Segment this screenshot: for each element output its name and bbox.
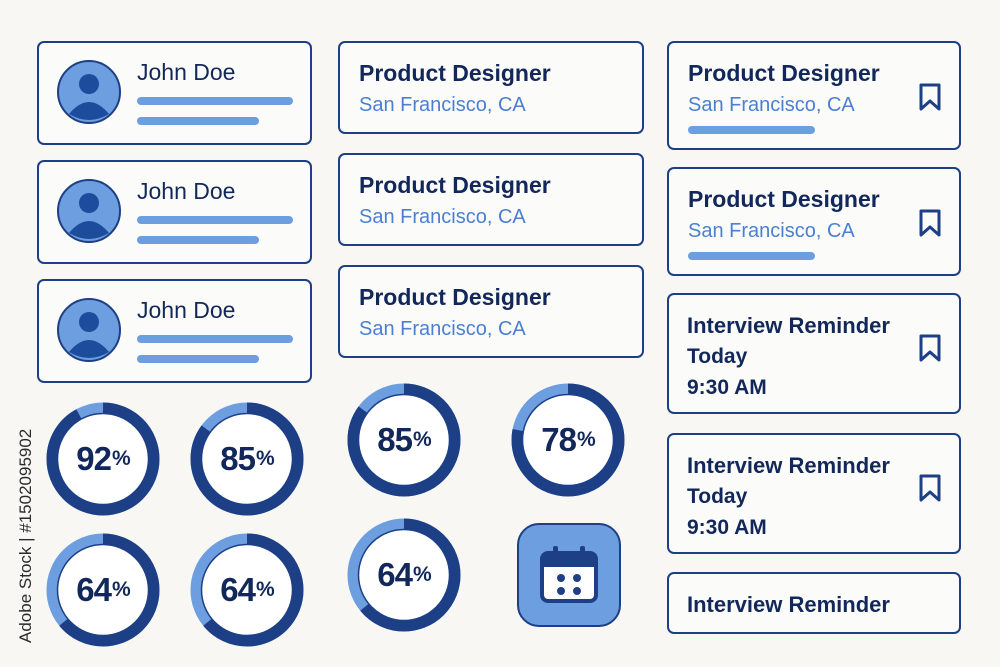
job-title: Product Designer: [359, 284, 551, 310]
placeholder-line: [137, 335, 293, 343]
progress-ring-3: 85%: [345, 381, 463, 499]
job-location: San Francisco, CA: [359, 94, 526, 116]
job-location: San Francisco, CA: [688, 94, 855, 116]
stock-watermark: Adobe Stock | #1502095902: [16, 429, 35, 643]
reminder-title: Interview Reminder: [687, 313, 890, 338]
progress-unit: %: [256, 447, 275, 470]
profile-name: John Doe: [137, 59, 236, 85]
reminder-time: 9:30 AM: [687, 516, 767, 539]
progress-inner-outline: [357, 393, 451, 487]
progress-ring-graphic: [190, 402, 304, 516]
user-avatar-icon: [57, 298, 121, 362]
placeholder-line: [688, 126, 815, 134]
progress-ring-graphic: [511, 383, 625, 497]
placeholder-line: [137, 97, 293, 105]
progress-fill: [347, 383, 461, 497]
progress-inner-outline: [200, 412, 294, 506]
progress-ring-5: 64%: [44, 531, 162, 649]
progress-value: 85: [220, 440, 256, 477]
progress-unit: %: [413, 563, 432, 586]
progress-inner-outline: [200, 543, 294, 637]
job-location: San Francisco, CA: [359, 318, 526, 340]
bookmark-icon[interactable]: [919, 334, 941, 362]
progress-ring-1: 92%: [44, 400, 162, 518]
job-card-1[interactable]: Product Designer San Francisco, CA: [338, 41, 644, 134]
reminder-day: Today: [687, 345, 748, 368]
job-title: Product Designer: [688, 186, 880, 212]
progress-value: 64: [377, 556, 413, 593]
progress-ring-graphic: [46, 533, 160, 647]
reminder-title: Interview Reminder: [687, 453, 890, 478]
placeholder-line: [137, 117, 259, 125]
job-title: Product Designer: [359, 60, 551, 86]
user-avatar-icon: [57, 179, 121, 243]
placeholder-line: [137, 355, 259, 363]
calendar-icon: [540, 546, 598, 603]
progress-value: 92: [76, 440, 112, 477]
progress-inner-outline: [357, 528, 451, 622]
progress-ring-graphic: [46, 402, 160, 516]
progress-fill: [190, 533, 304, 647]
progress-inner-outline: [521, 393, 615, 487]
calendar-app-button[interactable]: [517, 523, 621, 627]
progress-ring-2: 85%: [188, 400, 306, 518]
progress-inner-outline: [56, 412, 150, 506]
bookmark-icon[interactable]: [919, 474, 941, 502]
saved-job-card-1[interactable]: Product Designer San Francisco, CA: [667, 41, 961, 150]
progress-value: 85: [377, 421, 413, 458]
progress-ring-6: 64%: [188, 531, 306, 649]
saved-job-card-2[interactable]: Product Designer San Francisco, CA: [667, 167, 961, 276]
user-avatar-icon: [57, 60, 121, 124]
progress-ring-7: 64%: [345, 516, 463, 634]
watermark-text: Adobe Stock | #1502095902: [16, 429, 35, 643]
job-title: Product Designer: [359, 172, 551, 198]
progress-value: 78: [541, 421, 577, 458]
progress-unit: %: [112, 447, 131, 470]
progress-ring-graphic: [190, 533, 304, 647]
reminder-card-2[interactable]: Interview Reminder Today 9:30 AM: [667, 433, 961, 554]
reminder-day: Today: [687, 485, 748, 508]
job-location: San Francisco, CA: [359, 206, 526, 228]
progress-unit: %: [112, 578, 131, 601]
placeholder-line: [688, 252, 815, 260]
reminder-card-1[interactable]: Interview Reminder Today 9:30 AM: [667, 293, 961, 414]
profile-name: John Doe: [137, 178, 236, 204]
profile-card-1[interactable]: John Doe: [37, 41, 312, 145]
job-title: Product Designer: [688, 60, 880, 86]
profile-card-3[interactable]: John Doe: [37, 279, 312, 383]
progress-fill: [347, 518, 461, 632]
progress-unit: %: [256, 578, 275, 601]
placeholder-line: [137, 216, 293, 224]
reminder-time: 9:30 AM: [687, 376, 767, 399]
reminder-title: Interview Reminder: [687, 592, 890, 617]
progress-fill: [190, 402, 304, 516]
progress-fill: [511, 383, 625, 497]
progress-unit: %: [413, 428, 432, 451]
job-location: San Francisco, CA: [688, 220, 855, 242]
profile-card-2[interactable]: John Doe: [37, 160, 312, 264]
bookmark-icon[interactable]: [919, 209, 941, 237]
progress-ring-4: 78%: [509, 381, 627, 499]
progress-ring-graphic: [347, 518, 461, 632]
bookmark-icon[interactable]: [919, 83, 941, 111]
placeholder-line: [137, 236, 259, 244]
reminder-card-3[interactable]: Interview Reminder: [667, 572, 961, 634]
progress-unit: %: [577, 428, 596, 451]
progress-inner-outline: [56, 543, 150, 637]
progress-fill: [46, 402, 160, 516]
profile-name: John Doe: [137, 297, 236, 323]
progress-value: 64: [76, 571, 112, 608]
progress-value: 64: [220, 571, 256, 608]
job-card-3[interactable]: Product Designer San Francisco, CA: [338, 265, 644, 358]
progress-fill: [46, 533, 160, 647]
progress-ring-graphic: [347, 383, 461, 497]
job-card-2[interactable]: Product Designer San Francisco, CA: [338, 153, 644, 246]
